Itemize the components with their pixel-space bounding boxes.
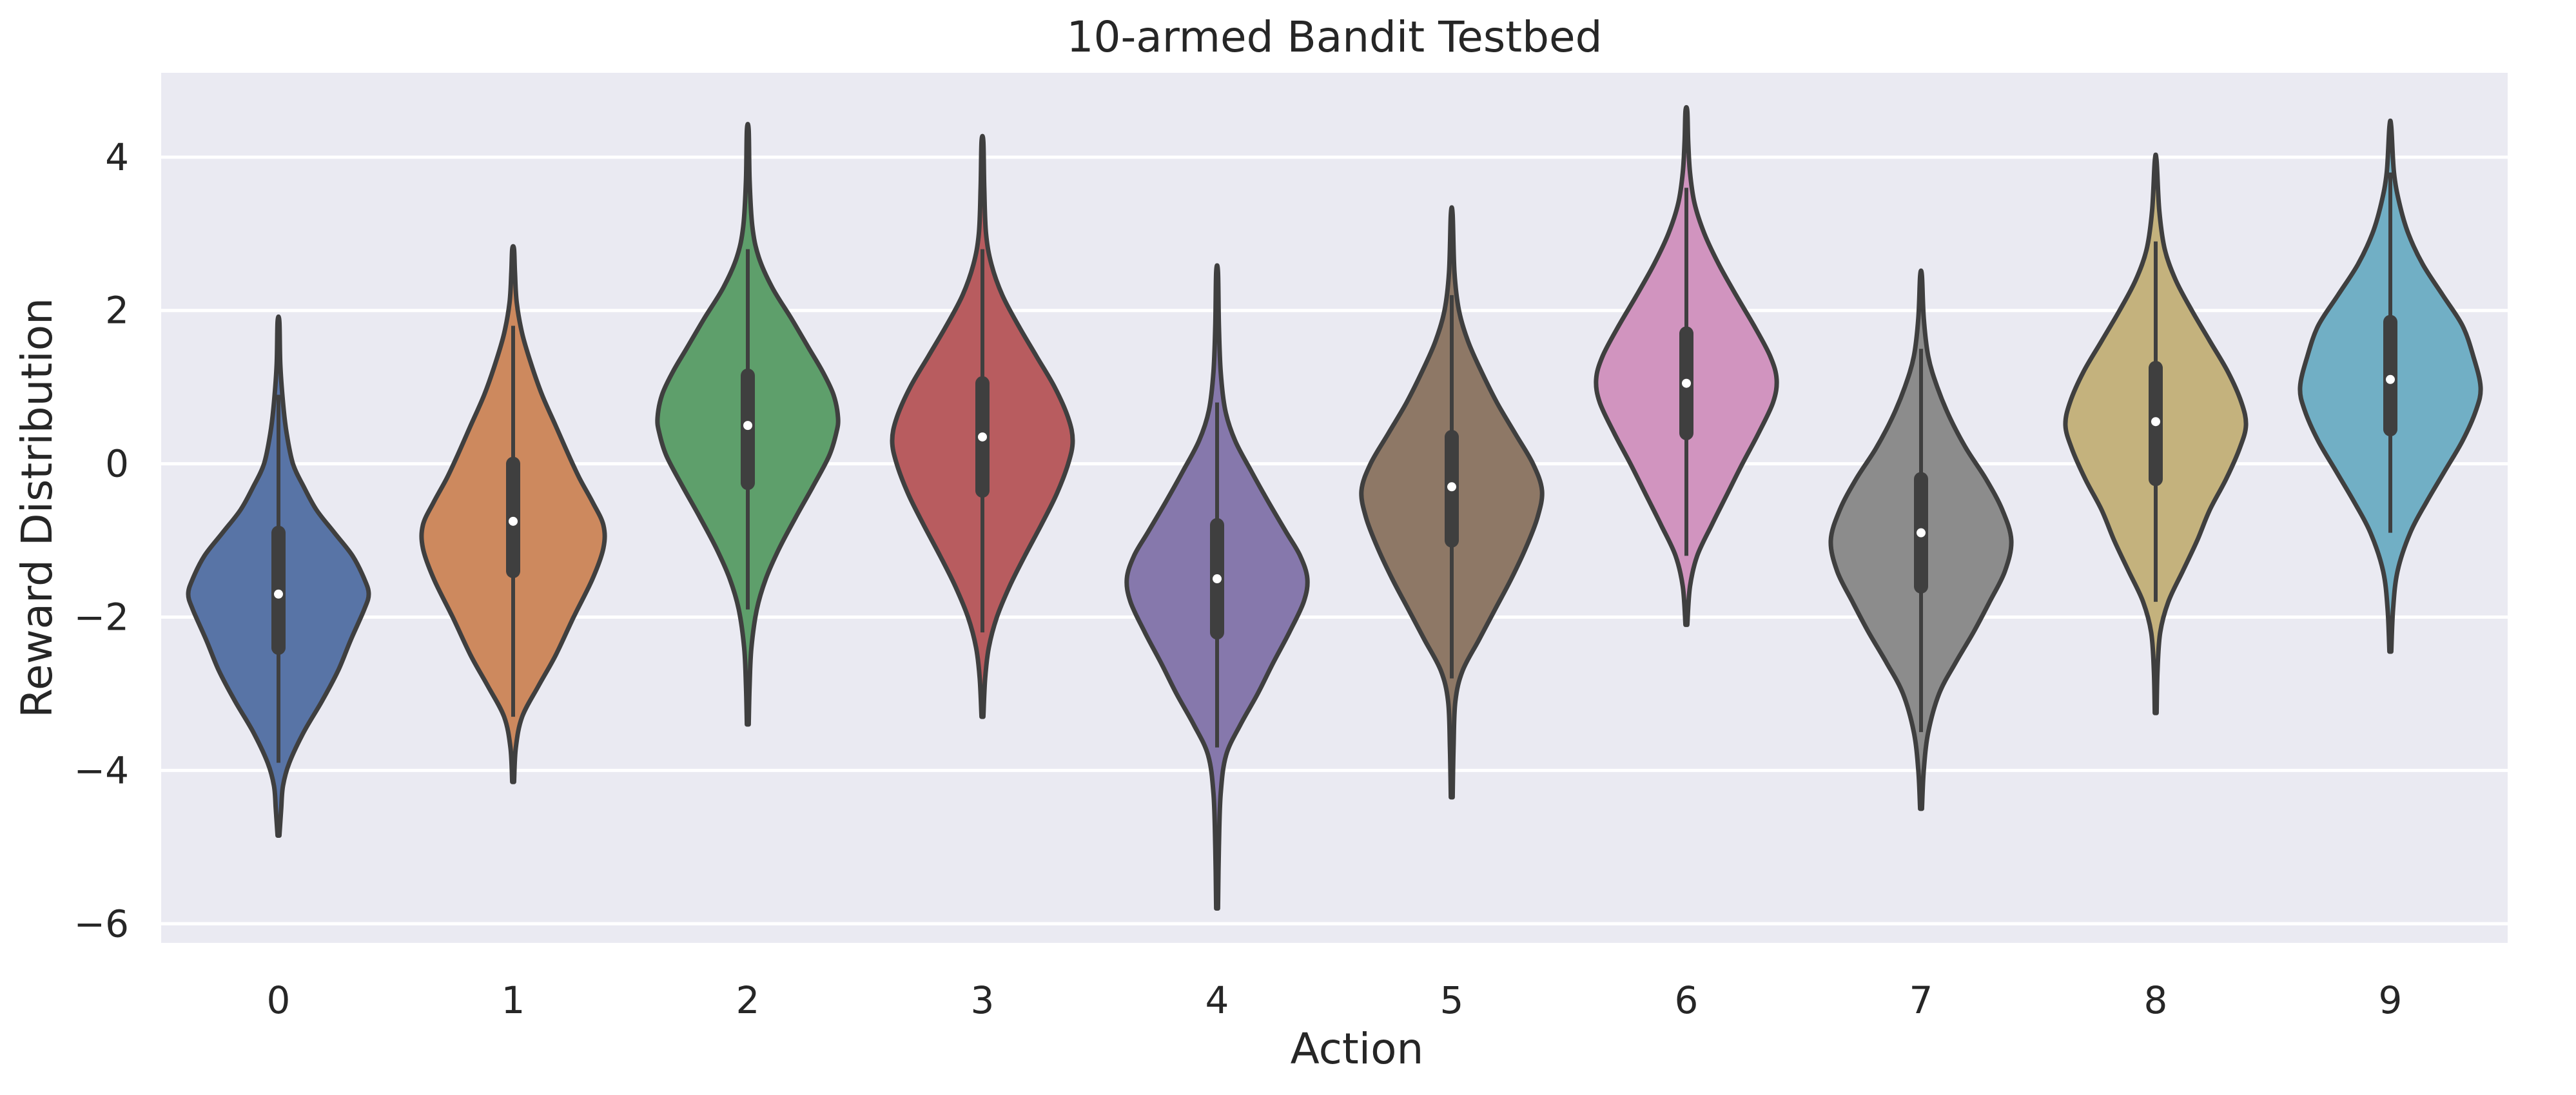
violin-median-dot	[1447, 482, 1456, 492]
y-tick-label: −6	[74, 902, 130, 945]
violin-action-5	[1359, 205, 1545, 800]
x-tick-label: 8	[2144, 978, 2168, 1022]
violin-action-9	[2298, 118, 2483, 654]
y-axis-ticks: 4 2 0 −2 −4 −6	[74, 135, 130, 945]
x-tick-label: 6	[1675, 978, 1699, 1022]
y-tick-label: −2	[74, 595, 130, 639]
violin-action-1	[419, 244, 607, 784]
x-axis-label: Action	[1291, 1024, 1424, 1074]
violin-median-dot	[274, 589, 283, 599]
violin-median-dot	[2151, 417, 2160, 427]
x-tick-label: 1	[502, 978, 525, 1022]
y-tick-label: −4	[74, 748, 130, 792]
y-tick-label: 4	[105, 135, 129, 179]
x-tick-label: 9	[2379, 978, 2403, 1022]
violin-action-3	[890, 133, 1075, 719]
violin-median-dot	[743, 421, 752, 431]
violins	[186, 105, 2483, 911]
violin-action-7	[1828, 268, 2014, 811]
x-tick-label: 2	[736, 978, 760, 1022]
y-axis-label: Reward Distribution	[12, 298, 62, 718]
violin-median-dot	[2386, 374, 2395, 384]
violin-median-dot	[1917, 528, 1926, 538]
y-tick-label: 2	[105, 289, 129, 333]
violin-median-dot	[978, 432, 987, 441]
violin-action-4	[1124, 263, 1310, 911]
x-tick-label: 3	[971, 978, 995, 1022]
x-tick-label: 7	[1909, 978, 1933, 1022]
x-tick-label: 0	[267, 978, 291, 1022]
violin-action-0	[186, 314, 371, 838]
violin-action-2	[655, 122, 841, 727]
y-tick-label: 0	[105, 442, 129, 486]
x-axis-ticks: 0 1 2 3 4 5 6 7 8 9	[267, 978, 2403, 1022]
violin-median-dot	[1682, 378, 1691, 388]
x-tick-label: 4	[1205, 978, 1229, 1022]
violin-median-dot	[1213, 574, 1222, 584]
violin-median-dot	[509, 516, 518, 526]
violin-action-8	[2063, 152, 2249, 715]
x-tick-label: 5	[1440, 978, 1464, 1022]
violin-action-6	[1594, 105, 1779, 627]
chart-title: 10-armed Bandit Testbed	[1067, 12, 1603, 62]
